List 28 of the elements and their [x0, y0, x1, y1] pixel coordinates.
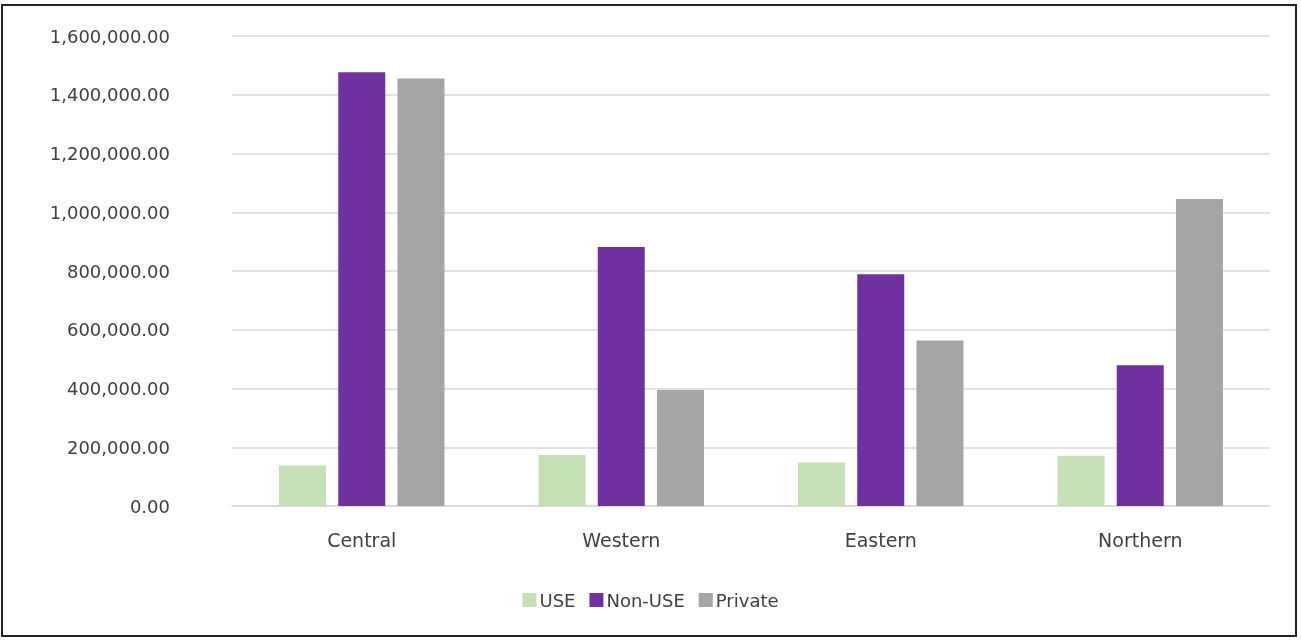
y-tick-label: 1,200,000.00	[49, 143, 170, 164]
y-tick-label: 1,600,000.00	[49, 25, 170, 47]
bar	[597, 246, 645, 506]
y-tick-label: 800,000.00	[66, 260, 170, 282]
legend-label: USE	[539, 589, 576, 611]
x-tick-label: Central	[327, 528, 397, 551]
bar	[1116, 365, 1164, 506]
bar	[798, 462, 846, 506]
y-tick-label: 200,000.00	[66, 436, 170, 458]
bar	[397, 78, 445, 506]
y-tick-label: 400,000.00	[66, 378, 170, 399]
bar	[656, 389, 704, 506]
y-tick-label: 1,400,000.00	[49, 84, 170, 106]
y-tick-label: 600,000.00	[66, 319, 170, 341]
bar	[857, 274, 905, 506]
bar	[1057, 455, 1105, 506]
legend-label: Private	[715, 589, 779, 611]
x-tick-label: Western	[582, 528, 661, 551]
y-tick-label: 0.00	[129, 495, 170, 517]
legend-label: Non-USE	[606, 589, 685, 611]
y-tick-label: 1,000,000.00	[49, 201, 170, 223]
bar	[538, 454, 586, 506]
x-tick-label: Eastern	[844, 528, 917, 551]
x-tick-label: Northern	[1098, 528, 1183, 551]
bar	[916, 340, 964, 506]
bar	[338, 72, 386, 506]
bar	[279, 465, 327, 506]
bar	[1175, 199, 1223, 506]
